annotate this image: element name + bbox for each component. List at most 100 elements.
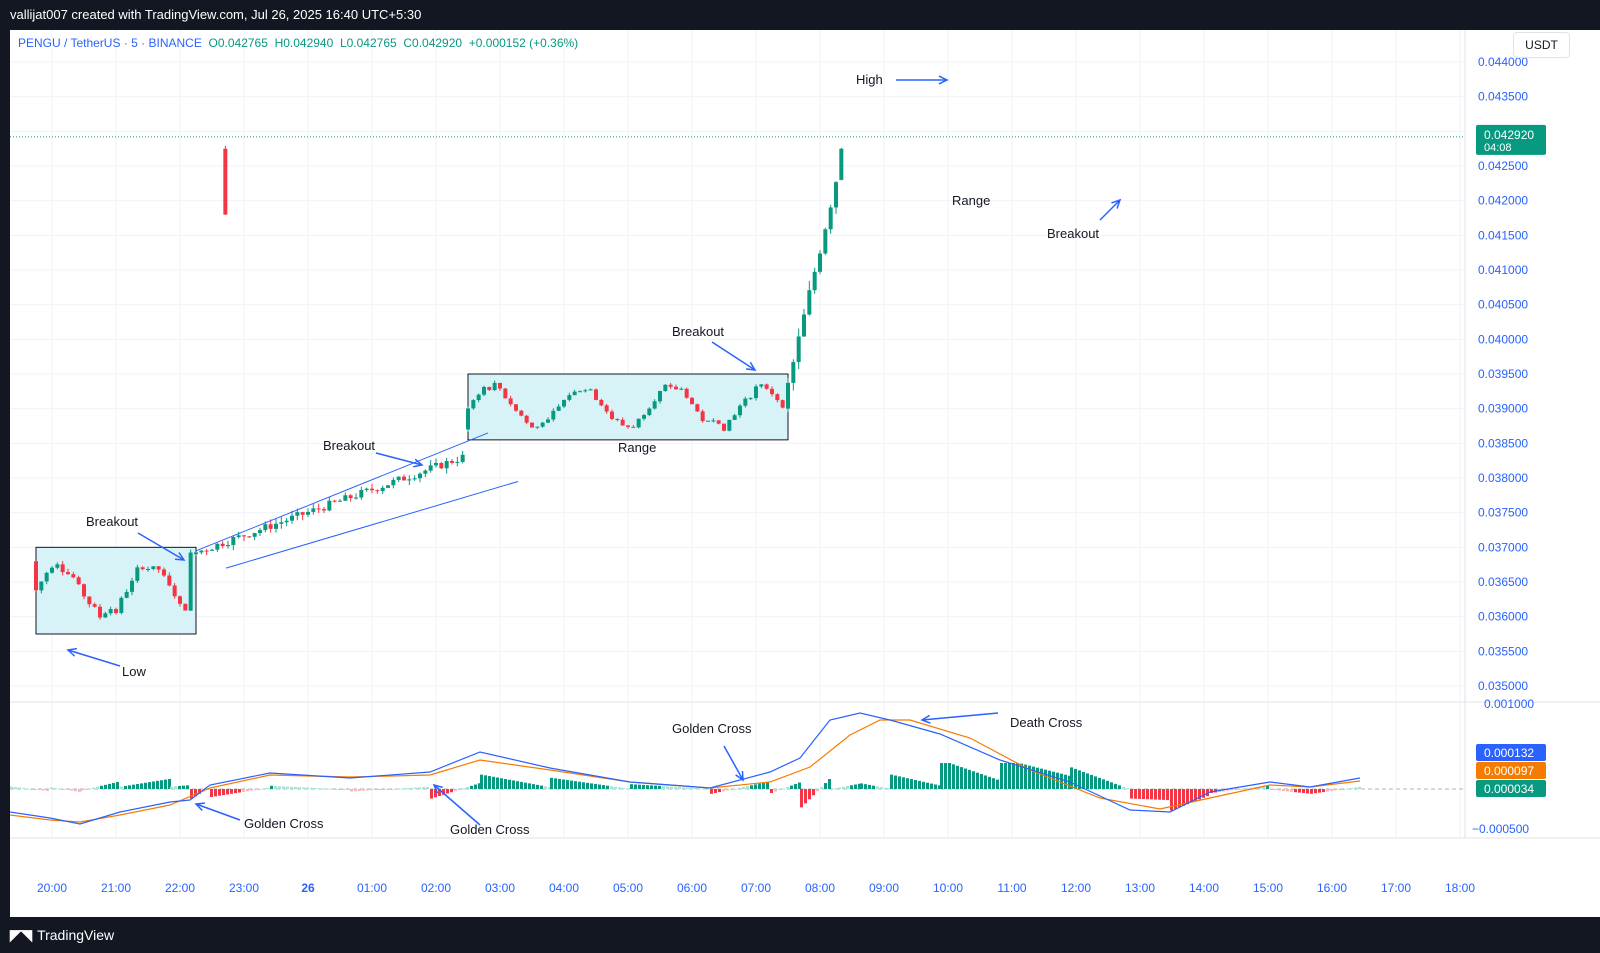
channel-upper [195, 432, 489, 552]
macd-histogram-bar [92, 787, 95, 789]
macd-tick-label: −0.000500 [1472, 822, 1529, 836]
macd-histogram-bar [462, 788, 465, 790]
time-tick-label: 10:00 [933, 881, 963, 895]
time-tick-label: 02:00 [421, 881, 451, 895]
candle-body [594, 389, 598, 400]
price-tick-label: 0.043500 [1478, 90, 1528, 104]
macd-histogram-bar [976, 772, 979, 789]
macd-histogram-bar [1150, 789, 1153, 800]
macd-histogram-bar [374, 789, 377, 790]
macd-histogram-bar [1326, 789, 1329, 792]
candle-body [247, 536, 252, 538]
candle-body [759, 384, 764, 387]
macd-line [10, 712, 1361, 825]
macd-histogram-bar [254, 789, 257, 790]
macd-histogram-bar [294, 787, 297, 789]
macd-histogram-bar [746, 786, 749, 789]
annotation-high: High [856, 72, 883, 87]
macd-histogram-bar [864, 784, 867, 789]
macd-histogram-bar [66, 789, 69, 790]
symbol-legend[interactable]: PENGU / TetherUS · 5 · BINANCE O0.042765… [18, 36, 578, 50]
macd-histogram-bar [298, 787, 301, 789]
macd-histogram-bar [902, 777, 905, 789]
chart-area[interactable]: 0.0440000.0435000.0430000.0425000.042000… [10, 30, 1600, 917]
macd-histogram-bar [504, 778, 507, 789]
price-chart[interactable]: 0.0440000.0435000.0430000.0425000.042000… [10, 30, 1600, 917]
macd-value-label: 0.000034 [1484, 782, 1534, 796]
tradingview-logo[interactable]: ◤◥ TradingView [10, 926, 114, 944]
candle-body [274, 523, 278, 529]
macd-histogram-bar [1008, 763, 1011, 789]
macd-histogram-bar [1086, 773, 1089, 789]
macd-histogram-bar [418, 787, 421, 789]
candle-body [642, 415, 646, 419]
macd-histogram-bar [654, 785, 657, 789]
macd-histogram-bar [314, 788, 317, 789]
macd-histogram-bar [782, 788, 785, 790]
candle-body [215, 543, 220, 550]
time-tick-label: 20:00 [37, 881, 67, 895]
macd-histogram-bar [508, 779, 511, 789]
macd-histogram-bar [1162, 789, 1165, 800]
macd-histogram-bar [430, 789, 433, 799]
candle-body [220, 543, 225, 547]
candle-body [322, 509, 326, 511]
macd-histogram-bar [730, 789, 733, 790]
macd-histogram-bar [690, 787, 693, 789]
macd-histogram-bar [168, 778, 171, 789]
macd-histogram-bar [14, 787, 17, 789]
candle-body [674, 386, 678, 390]
tradingview-logo-icon: ◤◥ [10, 927, 32, 944]
price-tick-label: 0.038500 [1478, 436, 1528, 450]
macd-histogram-bar [1274, 789, 1277, 791]
time-tick-label: 13:00 [1125, 881, 1155, 895]
macd-histogram-bar [226, 789, 229, 795]
macd-histogram-bar [1182, 789, 1185, 806]
macd-histogram-bar [478, 783, 481, 789]
macd-histogram-bar [306, 787, 309, 789]
macd-histogram-bar [362, 789, 365, 791]
candle-body [770, 388, 774, 395]
symbol-name[interactable]: PENGU / TetherUS · 5 · BINANCE [18, 36, 202, 50]
macd-histogram-bar [394, 788, 397, 790]
candle-body [450, 461, 454, 463]
candle-body [348, 495, 353, 499]
candle-body [434, 463, 438, 466]
macd-histogram-bar [190, 789, 193, 799]
macd-histogram-bar [1354, 787, 1357, 789]
macd-histogram-bar [100, 785, 103, 789]
candle-body [119, 597, 124, 613]
annotation-arrow [711, 341, 756, 371]
macd-histogram-bar [78, 789, 81, 792]
macd-histogram-bar [548, 787, 551, 789]
macd-histogram-bar [402, 788, 405, 790]
macd-histogram-bar [702, 788, 705, 790]
macd-histogram-bar [686, 787, 689, 789]
macd-histogram-bar [758, 783, 761, 789]
macd-histogram-bar [1346, 788, 1349, 790]
candle-body [706, 420, 710, 422]
macd-histogram-bar [722, 789, 725, 792]
channel-lower [225, 480, 519, 569]
macd-histogram-bar [578, 781, 581, 789]
macd-histogram-bar [58, 788, 61, 790]
macd-histogram-bar [906, 778, 909, 789]
macd-histogram-bar [1024, 764, 1027, 789]
macd-histogram-bar [674, 786, 677, 789]
currency-selector[interactable]: USDT [1513, 32, 1570, 58]
candle-body [482, 386, 486, 395]
macd-histogram-bar [590, 783, 593, 789]
candle-body [375, 490, 380, 492]
macd-histogram-bar [944, 763, 947, 789]
macd-histogram-bar [774, 789, 777, 792]
macd-histogram-bar [1048, 770, 1051, 789]
candle-body [98, 606, 102, 618]
macd-histogram-bar [536, 784, 539, 789]
annotation-arrow [1099, 199, 1121, 221]
macd-histogram-bar [38, 789, 41, 790]
macd-histogram-bar [850, 785, 853, 789]
candle-body [223, 148, 228, 215]
macd-histogram-bar [824, 783, 827, 789]
candle-body [44, 572, 49, 582]
macd-histogram-bar [112, 782, 115, 789]
